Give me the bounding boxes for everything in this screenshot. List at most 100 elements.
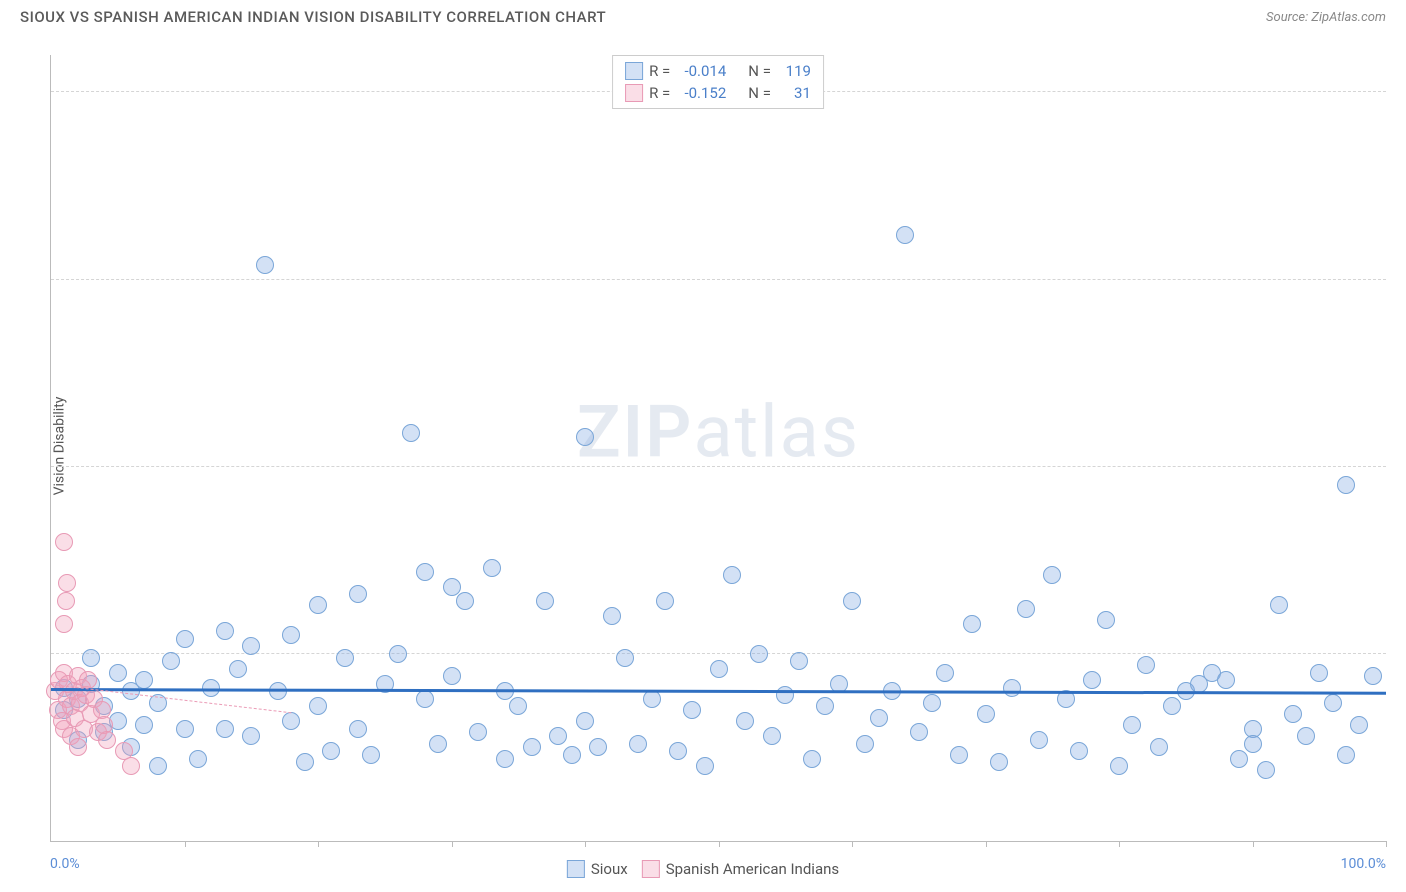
data-point <box>1257 761 1275 779</box>
data-point <box>1244 735 1262 753</box>
data-point <box>362 746 380 764</box>
data-point <box>1350 716 1368 734</box>
data-point <box>176 630 194 648</box>
data-point <box>856 735 874 753</box>
n-value: 31 <box>777 84 811 102</box>
data-point <box>496 750 514 768</box>
r-value: -0.014 <box>676 62 726 80</box>
data-point <box>216 622 234 640</box>
data-point <box>135 671 153 689</box>
data-point <box>1110 757 1128 775</box>
data-point <box>322 742 340 760</box>
data-point <box>523 738 541 756</box>
data-point <box>349 585 367 603</box>
data-point <box>256 256 274 274</box>
r-value: -0.152 <box>676 84 726 102</box>
x-tick <box>185 841 186 847</box>
data-point <box>1310 664 1328 682</box>
data-point <box>176 720 194 738</box>
chart-container: ZIPatlas 5.0%10.0%15.0%20.0% R = -0.014 N … <box>50 55 1386 842</box>
x-tick <box>852 841 853 847</box>
data-point <box>1123 716 1141 734</box>
data-point <box>1083 671 1101 689</box>
x-axis-max-label: 100.0% <box>1341 856 1386 872</box>
watermark: ZIPatlas <box>577 390 860 475</box>
x-tick <box>1386 841 1387 847</box>
data-point <box>696 757 714 775</box>
data-point <box>309 697 327 715</box>
y-tick-label: 20.0% <box>1391 68 1406 84</box>
data-point <box>55 615 73 633</box>
data-point <box>98 731 116 749</box>
data-point <box>216 720 234 738</box>
data-point <box>282 626 300 644</box>
chart-header: SIOUX VS SPANISH AMERICAN INDIAN VISION … <box>0 0 1406 30</box>
data-point <box>149 757 167 775</box>
data-point <box>896 226 914 244</box>
data-point <box>683 701 701 719</box>
data-point <box>1337 746 1355 764</box>
watermark-atlas: atlas <box>693 390 860 475</box>
legend-item: Spanish American Indians <box>642 860 839 878</box>
source-attribution: Source: ZipAtlas.com <box>1266 10 1386 25</box>
x-tick <box>452 841 453 847</box>
data-point <box>109 664 127 682</box>
data-point <box>242 727 260 745</box>
data-point <box>336 649 354 667</box>
plot-area: ZIPatlas 5.0%10.0%15.0%20.0% <box>50 55 1386 842</box>
data-point <box>870 709 888 727</box>
data-point <box>416 690 434 708</box>
data-point <box>1030 731 1048 749</box>
data-point <box>803 750 821 768</box>
data-point <box>1337 476 1355 494</box>
data-point <box>509 697 527 715</box>
data-point <box>1230 750 1248 768</box>
data-point <box>456 592 474 610</box>
data-point <box>58 574 76 592</box>
legend-swatch <box>625 84 643 102</box>
x-tick <box>585 841 586 847</box>
data-point <box>1163 697 1181 715</box>
y-tick-label: 15.0% <box>1391 256 1406 272</box>
data-point <box>790 652 808 670</box>
data-point <box>977 705 995 723</box>
x-tick <box>318 841 319 847</box>
n-label: N = <box>748 62 771 80</box>
data-point <box>82 649 100 667</box>
x-tick <box>1253 841 1254 847</box>
data-point <box>549 727 567 745</box>
x-tick <box>1119 841 1120 847</box>
data-point <box>843 592 861 610</box>
data-point <box>282 712 300 730</box>
data-point <box>576 712 594 730</box>
r-label: R = <box>649 84 670 102</box>
watermark-zip: ZIP <box>577 390 693 475</box>
data-point <box>229 660 247 678</box>
data-point <box>910 723 928 741</box>
legend-item: Sioux <box>567 860 628 878</box>
x-tick <box>986 841 987 847</box>
data-point <box>402 424 420 442</box>
y-tick-label: 10.0% <box>1391 443 1406 459</box>
data-point <box>1297 727 1315 745</box>
correlation-legend: R =-0.014N =119R =-0.152N =31 <box>612 55 824 109</box>
data-point <box>469 723 487 741</box>
n-label: N = <box>748 84 771 102</box>
legend-label: Spanish American Indians <box>666 860 839 878</box>
data-point <box>963 615 981 633</box>
data-point <box>816 697 834 715</box>
data-point <box>443 578 461 596</box>
data-point <box>483 559 501 577</box>
data-point <box>589 738 607 756</box>
legend-row: R = -0.152 N = 31 <box>625 82 811 104</box>
series-legend: Sioux Spanish American Indians <box>567 860 839 878</box>
legend-label: Sioux <box>591 860 628 878</box>
data-point <box>629 735 647 753</box>
data-point <box>736 712 754 730</box>
gridline <box>51 466 1386 467</box>
data-point <box>1217 671 1235 689</box>
data-point <box>603 607 621 625</box>
data-point <box>669 742 687 760</box>
data-point <box>135 716 153 734</box>
data-point <box>389 645 407 663</box>
